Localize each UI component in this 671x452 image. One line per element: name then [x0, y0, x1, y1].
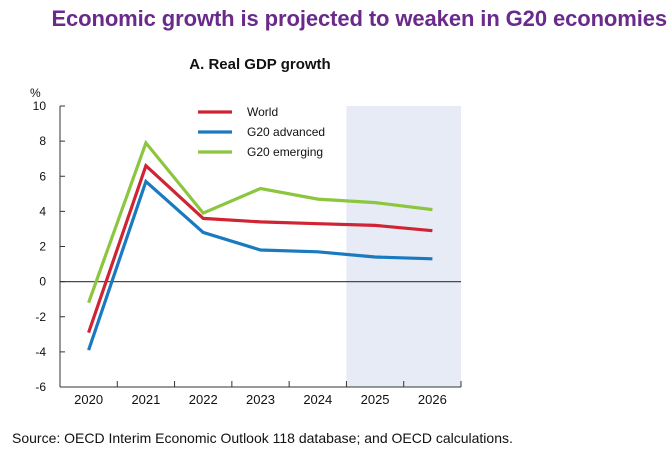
y-tick-label: 4	[39, 204, 46, 218]
y-tick-label: 10	[33, 99, 47, 113]
x-tick-label: 2026	[418, 392, 447, 407]
y-tick-label: -6	[35, 380, 46, 394]
x-tick-label: 2023	[246, 392, 275, 407]
legend-label-world: World	[247, 105, 278, 119]
y-tick-label: 0	[39, 275, 46, 289]
series-line-g20-emerging	[87, 139, 433, 304]
source-note: Source: OECD Interim Economic Outlook 11…	[12, 430, 513, 446]
x-tick-label: 2022	[189, 392, 218, 407]
x-tick-label: 2020	[74, 392, 103, 407]
y-tick-label: -4	[35, 345, 46, 359]
y-tick-label: 6	[39, 169, 46, 183]
projection-shaded-band	[346, 106, 461, 387]
y-tick-label: -2	[35, 310, 46, 324]
y-axis-unit-label: %	[30, 86, 41, 100]
x-tick-label: 2025	[361, 392, 390, 407]
series-line-g20-advanced	[87, 178, 433, 351]
x-tick-label: 2024	[303, 392, 332, 407]
legend-label-g20-emerging: G20 emerging	[247, 145, 323, 159]
page-title: Economic growth is projected to weaken i…	[51, 6, 667, 31]
y-tick-label: 2	[39, 240, 46, 254]
y-tick-label: 8	[39, 134, 46, 148]
x-tick-label: 2021	[131, 392, 160, 407]
legend-label-g20-advanced: G20 advanced	[247, 125, 325, 139]
series-line-world	[87, 162, 433, 334]
chart-title: A. Real GDP growth	[189, 56, 331, 73]
